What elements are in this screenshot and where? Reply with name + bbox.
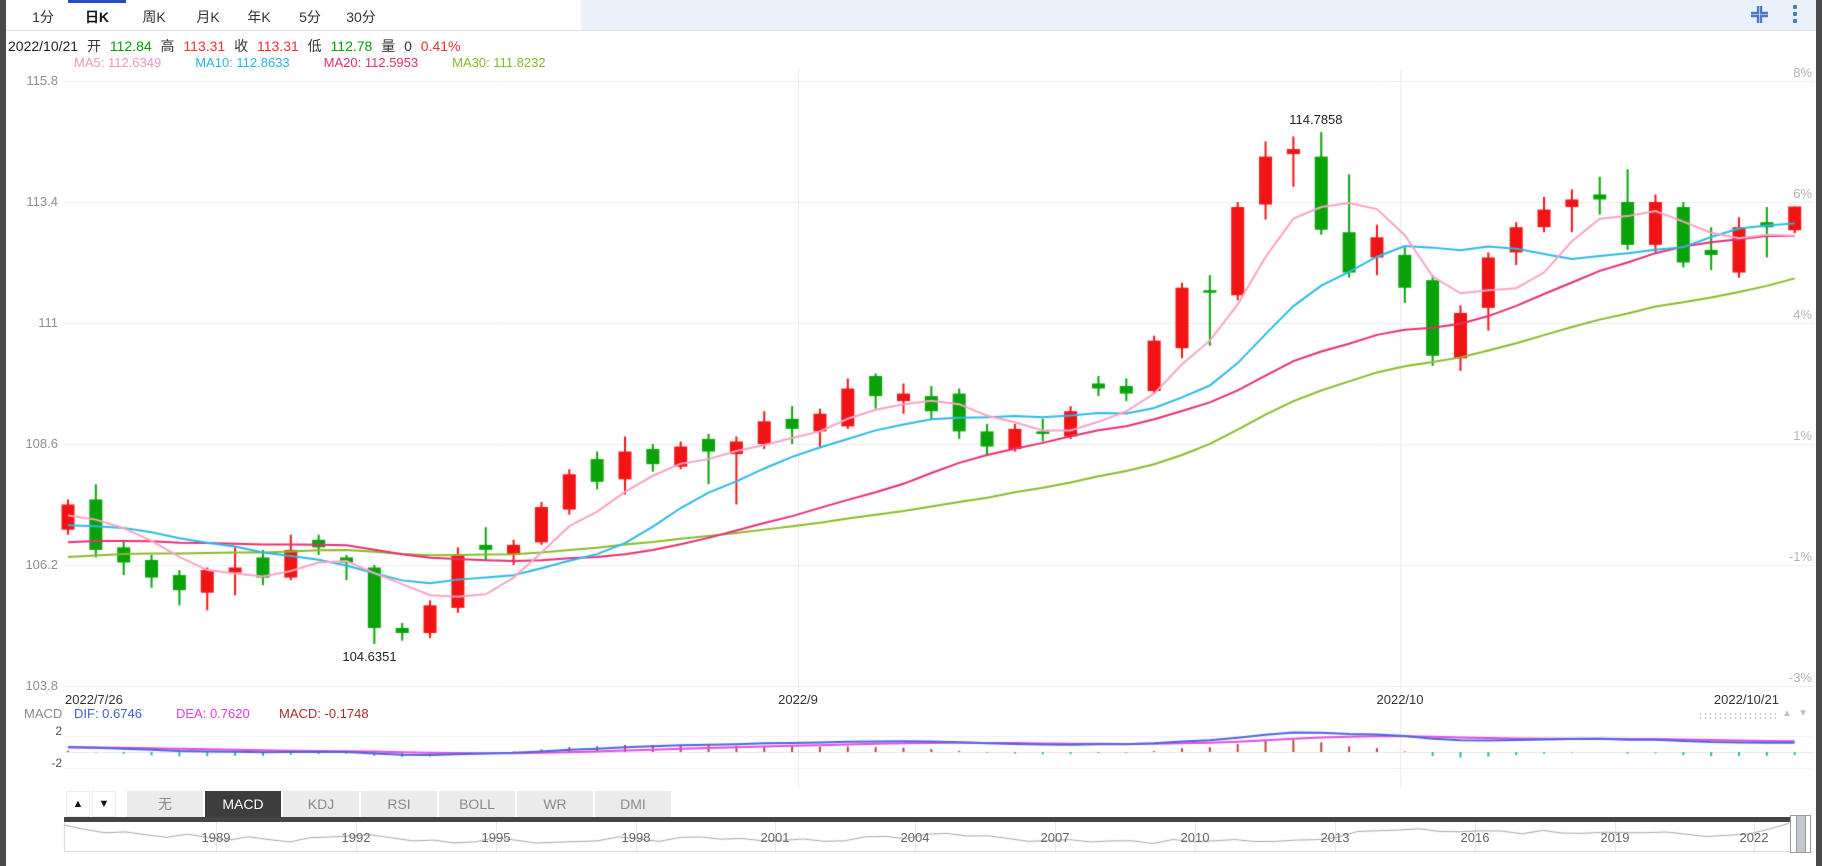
year-label: 1992 <box>341 830 371 845</box>
price-annotation: 104.6351 <box>342 648 397 664</box>
year-label: 2001 <box>760 830 790 845</box>
year-label: 2013 <box>1320 830 1350 845</box>
year-label: 1995 <box>481 830 511 845</box>
period-tabstrip: 1分 日K 周K 月K 年K 5分 30分 <box>6 0 581 30</box>
macd-scale-top: 2 <box>55 724 62 738</box>
tab-周K[interactable]: 周K <box>142 9 166 25</box>
navigator-handle[interactable] <box>1790 815 1811 853</box>
percent-axis-label: 6% <box>1793 186 1812 201</box>
year-label: 2019 <box>1600 830 1630 845</box>
high-value: 113.31 <box>183 38 226 54</box>
close-value: 113.31 <box>256 38 299 54</box>
pane-up-icon[interactable]: ▲ <box>1782 708 1792 719</box>
change-percent: 0.41% <box>420 38 461 54</box>
year-label: 2022 <box>1739 830 1769 845</box>
indicator-tab-KDJ[interactable]: KDJ <box>283 791 361 817</box>
period-toolbar: 1分 日K 周K 月K 年K 5分 30分 <box>6 0 1816 31</box>
year-label: 2007 <box>1040 830 1070 845</box>
percent-axis-label: -3% <box>1788 670 1812 685</box>
macd-title: MACD <box>24 706 63 721</box>
x-axis-label: 2022/10/21 <box>1713 692 1779 707</box>
y-axis-label: 111 <box>38 315 58 330</box>
pane-resize-grip[interactable] <box>1698 712 1776 720</box>
percent-axis-label: -1% <box>1788 549 1812 564</box>
tab-5分[interactable]: 5分 <box>299 9 321 25</box>
tab-1分[interactable]: 1分 <box>32 9 54 25</box>
navigator-handle-grip <box>1796 816 1806 852</box>
percent-axis-label: 1% <box>1793 428 1812 443</box>
year-label: 2004 <box>900 830 930 845</box>
x-axis-label: 2022/10 <box>1376 692 1424 707</box>
y-axis-label: 115.8 <box>26 73 58 88</box>
tab-30分[interactable]: 30分 <box>346 9 376 25</box>
quote-header: 2022/10/21 开 112.84 高 113.31 收 113.31 低 … <box>8 36 466 56</box>
percent-axis-label: 4% <box>1793 307 1812 322</box>
ma-legend: MA5: 112.6349 MA10: 112.8633 MA20: 112.595… <box>74 55 580 70</box>
macd-scale-bottom: -2 <box>51 756 62 770</box>
tab-年K[interactable]: 年K <box>247 9 271 25</box>
open-label: 开 <box>86 38 101 54</box>
volume-value: 0 <box>404 38 412 54</box>
indicator-tab-MACD[interactable]: MACD <box>205 791 283 817</box>
ma-legend-item-1: MA10: 112.8633 <box>195 55 290 70</box>
quote-date: 2022/10/21 <box>8 38 79 54</box>
macd-dif-value: DIF: 0.6746 <box>74 706 142 721</box>
navigator-range-bar[interactable] <box>64 817 1790 822</box>
low-value: 112.78 <box>330 38 373 54</box>
y-axis-label: 108.6 <box>25 436 58 451</box>
ma-legend-item-2: MA20: 112.5953 <box>323 55 419 70</box>
toolbar-icons <box>1748 3 1806 25</box>
ma-legend-item-0: MA5: 112.6349 <box>74 55 162 70</box>
year-label: 1989 <box>201 830 231 845</box>
close-label: 收 <box>234 38 249 54</box>
low-label: 低 <box>307 38 322 54</box>
macd-hist-value: MACD: -0.1748 <box>279 706 369 721</box>
macd-dea-value: DEA: 0.7620 <box>176 706 250 721</box>
right-window-edge <box>1816 0 1822 866</box>
indicator-down-button[interactable]: ▼ <box>92 791 116 817</box>
high-label: 高 <box>160 38 175 54</box>
indicator-tab-bar: ▲ ▼ 无 MACD KDJ RSI BOLL WR DMI <box>6 791 1816 817</box>
indicator-tab-BOLL[interactable]: BOLL <box>439 791 517 817</box>
tab-日K[interactable]: 日K <box>68 0 126 30</box>
collapse-icon[interactable] <box>1748 3 1770 25</box>
x-axis-label: 2022/9 <box>778 692 818 707</box>
price-annotation: 114.7858 <box>1289 112 1343 128</box>
year-label: 1998 <box>621 830 651 845</box>
tab-月K[interactable]: 月K <box>196 9 220 25</box>
x-axis-label: 2022/7/26 <box>65 692 123 707</box>
indicator-up-button[interactable]: ▲ <box>66 791 90 817</box>
percent-axis-label: 8% <box>1793 65 1812 80</box>
indicator-tab-无[interactable]: 无 <box>127 791 205 817</box>
ma-legend-item-3: MA30: 111.8232 <box>452 55 546 70</box>
more-icon[interactable] <box>1784 3 1806 25</box>
left-window-edge <box>0 0 6 866</box>
indicator-tab-DMI[interactable]: DMI <box>595 791 673 817</box>
open-value: 112.84 <box>109 38 152 54</box>
indicator-tab-WR[interactable]: WR <box>517 791 595 817</box>
year-label: 2010 <box>1180 830 1210 845</box>
pane-down-icon[interactable]: ▼ <box>1798 708 1808 719</box>
y-axis-label: 103.8 <box>25 678 58 693</box>
y-axis-label: 106.2 <box>25 557 58 572</box>
volume-label: 量 <box>381 38 396 54</box>
year-label: 2016 <box>1460 830 1490 845</box>
indicator-tab-RSI[interactable]: RSI <box>361 791 439 817</box>
y-axis-label: 113.4 <box>26 194 58 209</box>
